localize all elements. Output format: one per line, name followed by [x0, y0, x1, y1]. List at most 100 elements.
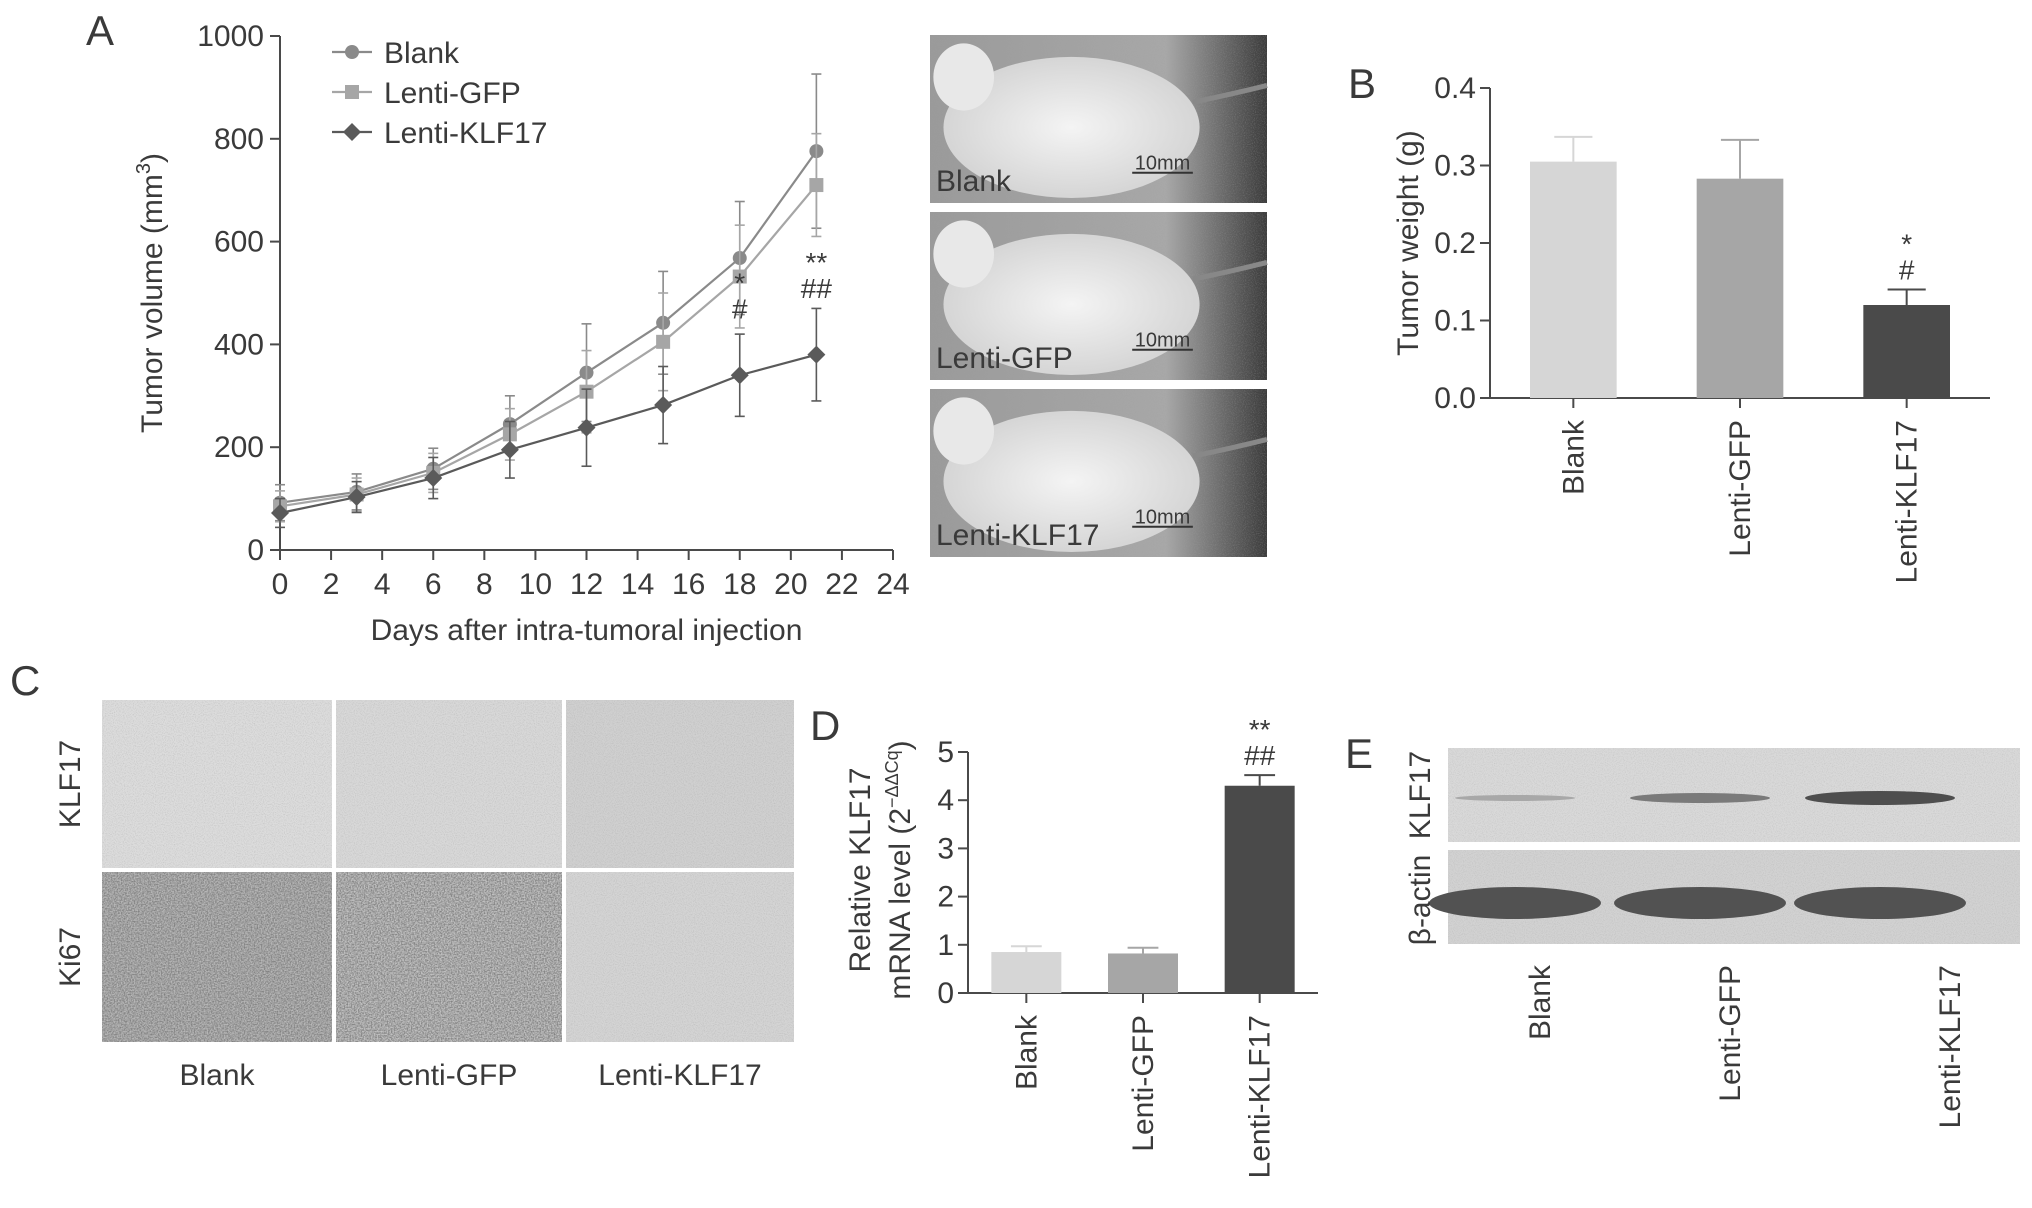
- mouse-photos: 10mm Blank 10mm Lenti-GFP 10mm Lenti-KLF17: [930, 35, 1268, 557]
- x-tick-label: 0: [272, 568, 289, 601]
- histology-texture: [102, 700, 332, 868]
- mouse-body: [943, 410, 1200, 552]
- legend-label: Lenti-GFP: [384, 77, 521, 110]
- blot-row-label: β-actin: [1404, 855, 1437, 946]
- tumor-weight-bar-chart: 0.0 0.1 0.2 0.3 0.4 Blank Lenti-GFP Lenti-KLF17…: [1392, 72, 1990, 583]
- scale-label: 10mm: [1135, 329, 1191, 351]
- x-tick-label: 10: [519, 568, 552, 601]
- photo-label: Lenti-KLF17: [936, 519, 1099, 552]
- x-tick-label: 6: [425, 568, 442, 601]
- mouse-photo-lenti-gfp: 10mm Lenti-GFP: [930, 212, 1268, 380]
- bar-blank: [1530, 161, 1617, 398]
- x-tick-label: 22: [825, 568, 858, 601]
- x-tick-label: 16: [672, 568, 705, 601]
- series-line: [279, 184, 818, 508]
- blot-row-label: KLF17: [1404, 751, 1437, 839]
- klf17-band: [1805, 791, 1955, 805]
- y-tick-label: 1000: [197, 20, 264, 53]
- histology-ki67-blank: [102, 872, 332, 1042]
- histology-klf17-lenti-gfp: [336, 700, 562, 868]
- data-point: [424, 469, 443, 488]
- significance-mark: #: [1899, 255, 1915, 286]
- y-tick-label: 4: [937, 784, 954, 817]
- y-tick-label: 200: [214, 431, 264, 464]
- data-point: [807, 345, 826, 364]
- x-tick-label: 4: [374, 568, 391, 601]
- legend-marker: [345, 85, 359, 99]
- x-tick-label: 2: [323, 568, 340, 601]
- x-tick-label: 12: [570, 568, 603, 601]
- x-axis-label: Days after intra-tumoral injection: [371, 614, 803, 647]
- legend-label: Blank: [384, 37, 460, 70]
- y-axis-label-end: ): [136, 153, 169, 163]
- y-tick-label: 5: [937, 736, 954, 769]
- y-tick-label: 2: [937, 881, 954, 914]
- legend-marker: [343, 123, 361, 141]
- bar-lenti-klf17: [1863, 305, 1950, 398]
- western-blot: KLF17 β-actin Blank Lenti-GFP Lenti-KLF17: [1404, 748, 2020, 1128]
- mouse-head: [933, 43, 995, 111]
- blot-col-label: Lenti-KLF17: [1934, 965, 1967, 1128]
- actin-band: [1429, 887, 1601, 919]
- y-tick-label: 3: [937, 832, 954, 865]
- significance-mark: #: [732, 294, 748, 325]
- panel-letter-c: C: [10, 657, 40, 704]
- mouse-body: [943, 233, 1200, 375]
- x-tick-label: Lenti-KLF17: [1244, 1015, 1277, 1178]
- histology-col-label: Lenti-GFP: [381, 1059, 518, 1092]
- y-tick-label: 600: [214, 226, 264, 259]
- panel-letter-e: E: [1345, 730, 1373, 777]
- actin-band: [1614, 887, 1786, 919]
- mouse-photo-blank: 10mm Blank: [930, 35, 1268, 203]
- significance-mark: **: [1249, 714, 1271, 745]
- mouse-photo-lenti-klf17: 10mm Lenti-KLF17: [930, 389, 1268, 557]
- mouse-head: [933, 220, 995, 288]
- klf17-band: [1630, 793, 1770, 803]
- bar-blank: [991, 952, 1062, 993]
- y-axis-label-line1: Relative KLF17: [844, 767, 877, 972]
- data-point: [654, 396, 673, 415]
- data-point: [347, 488, 366, 507]
- mouse-body: [943, 56, 1200, 198]
- x-tick-label: 8: [476, 568, 493, 601]
- legend-label: Lenti-KLF17: [384, 117, 547, 150]
- histology-texture: [566, 872, 794, 1042]
- y-axis-label: Tumor volume (mm3): [133, 153, 169, 433]
- data-point: [732, 269, 747, 284]
- mouse-tail: [1192, 436, 1268, 459]
- data-point: [656, 334, 671, 349]
- actin-band: [1794, 887, 1966, 919]
- significance-mark: **: [805, 247, 827, 278]
- y-axis-label: Tumor weight (g): [1392, 130, 1425, 356]
- bar-lenti-gfp: [1696, 178, 1784, 398]
- y-tick-label: 800: [214, 123, 264, 156]
- histology-col-label: Lenti-KLF17: [598, 1059, 761, 1092]
- histology-col-label: Blank: [179, 1059, 255, 1092]
- scale-label: 10mm: [1135, 152, 1191, 174]
- histology-grid: KLF17 Ki67 Blank Lenti-GFP Lenti-KLF17: [54, 700, 794, 1092]
- mouse-head: [933, 397, 995, 465]
- histology-row-label: Ki67: [54, 927, 87, 987]
- photo-label: Lenti-GFP: [936, 342, 1073, 375]
- data-point: [271, 503, 289, 522]
- x-tick-label: 20: [774, 568, 807, 601]
- significance-mark: *: [734, 268, 745, 299]
- histology-ki67-lenti-gfp: [336, 872, 562, 1042]
- y-axis-label-main: Tumor volume (mm: [136, 174, 169, 433]
- panel-letter-d: D: [810, 702, 840, 749]
- x-tick-label: Blank: [1010, 1014, 1043, 1090]
- significance-mark: ##: [801, 273, 833, 304]
- blot-col-label: Lenti-GFP: [1714, 965, 1747, 1102]
- mouse-tail: [1192, 82, 1268, 105]
- y-tick-label: 0: [247, 534, 264, 567]
- y-tick-label: 0.0: [1434, 382, 1476, 415]
- significance-mark: *: [1901, 229, 1912, 260]
- x-tick-label: 18: [723, 568, 756, 601]
- y-tick-label: 0.3: [1434, 150, 1476, 183]
- series-line: [279, 353, 817, 515]
- klf17-band: [1455, 795, 1575, 801]
- histology-klf17-lenti-klf17: [566, 700, 794, 868]
- series-line: [279, 150, 818, 504]
